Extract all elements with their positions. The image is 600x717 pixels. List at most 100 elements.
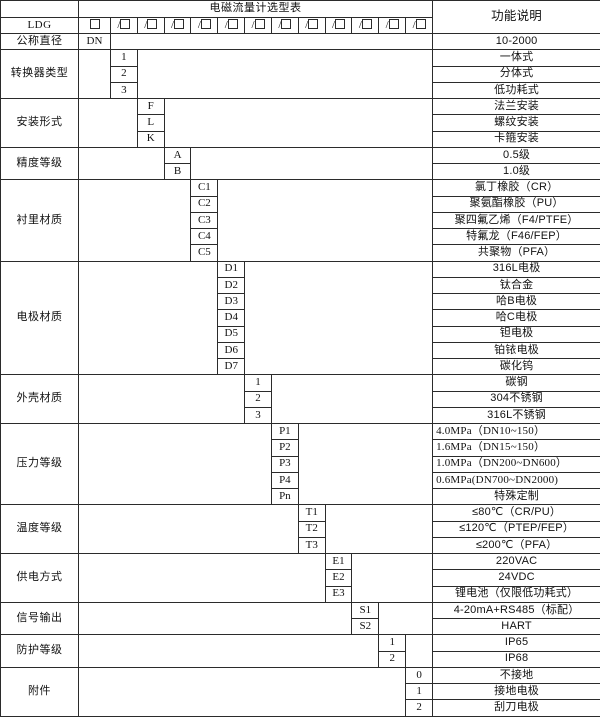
option-description: ≤120℃（PTEP/FEP）	[433, 521, 600, 537]
option-description: 316L不锈钢	[433, 407, 600, 423]
option-code[interactable]: C5	[191, 245, 218, 261]
option-code[interactable]: S1	[352, 602, 379, 618]
option-description: 1.0级	[433, 164, 600, 180]
empty-box-icon	[174, 19, 184, 29]
group-right-void-3	[191, 147, 433, 180]
option-code[interactable]: 2	[245, 391, 272, 407]
code-box-11[interactable]: /	[379, 18, 406, 34]
option-code[interactable]: D6	[218, 342, 245, 358]
empty-box-icon	[228, 19, 238, 29]
option-code[interactable]: 3	[245, 407, 272, 423]
option-code[interactable]: D5	[218, 326, 245, 342]
option-description: 铂铱电极	[433, 342, 600, 358]
option-description: ≤80℃（CR/PU）	[433, 505, 600, 521]
option-code[interactable]: L	[137, 115, 164, 131]
code-box-7[interactable]: /	[271, 18, 298, 34]
group-right-void-0	[111, 34, 433, 50]
empty-box-icon	[120, 19, 130, 29]
option-code[interactable]: 0	[406, 667, 433, 683]
group-name-8: 温度等级	[1, 505, 79, 554]
option-code[interactable]: P1	[271, 424, 298, 440]
option-code[interactable]: C1	[191, 180, 218, 196]
code-box-2[interactable]: /	[137, 18, 164, 34]
option-code[interactable]: D2	[218, 277, 245, 293]
option-code[interactable]: E3	[325, 586, 352, 602]
code-box-9[interactable]: /	[325, 18, 352, 34]
option-description: 0.6MPa(DN700~DN2000)	[433, 472, 600, 488]
code-box-6[interactable]: /	[245, 18, 272, 34]
option-code[interactable]: 2	[111, 66, 138, 82]
option-code[interactable]: K	[137, 131, 164, 147]
option-description: 聚四氟乙烯（F4/PTFE）	[433, 212, 600, 228]
code-box-5[interactable]: /	[218, 18, 245, 34]
function-column-header: 功能说明	[433, 1, 600, 34]
option-code[interactable]: D7	[218, 359, 245, 375]
group-name-5: 电极材质	[1, 261, 79, 375]
group-left-void-12	[79, 667, 406, 716]
option-code[interactable]: P3	[271, 456, 298, 472]
option-code[interactable]: D3	[218, 294, 245, 310]
option-code[interactable]: T2	[298, 521, 325, 537]
option-code[interactable]: E2	[325, 570, 352, 586]
empty-box-icon	[308, 19, 318, 29]
code-box-4[interactable]: /	[191, 18, 218, 34]
code-box-10[interactable]: /	[352, 18, 379, 34]
option-description: 特氟龙（F46/FEP）	[433, 229, 600, 245]
option-description: 1.0MPa（DN200~DN600）	[433, 456, 600, 472]
option-description: 卡箍安装	[433, 131, 600, 147]
option-code[interactable]: 1	[111, 50, 138, 66]
group-left-void-5	[79, 261, 218, 375]
option-code[interactable]: 1	[245, 375, 272, 391]
option-code[interactable]: T1	[298, 505, 325, 521]
option-code[interactable]: DN	[79, 34, 111, 50]
option-code[interactable]: C3	[191, 212, 218, 228]
option-description: 24VDC	[433, 570, 600, 586]
option-description: 碳化钨	[433, 359, 600, 375]
option-code[interactable]: 2	[379, 651, 406, 667]
option-code[interactable]: D1	[218, 261, 245, 277]
option-code[interactable]: B	[164, 164, 191, 180]
option-code[interactable]: T3	[298, 537, 325, 553]
option-code[interactable]: 1	[379, 635, 406, 651]
option-code[interactable]: P2	[271, 440, 298, 456]
option-description: 4-20mA+RS485（标配）	[433, 602, 600, 618]
option-description: 哈B电极	[433, 294, 600, 310]
option-code[interactable]: F	[137, 99, 164, 115]
code-box-1[interactable]: /	[111, 18, 138, 34]
option-description: 不接地	[433, 667, 600, 683]
group-name-11: 防护等级	[1, 635, 79, 668]
empty-box-icon	[201, 19, 211, 29]
code-box-0[interactable]	[79, 18, 111, 34]
option-code[interactable]: S2	[352, 619, 379, 635]
group-left-void-8	[79, 505, 299, 554]
option-code[interactable]: C2	[191, 196, 218, 212]
title-row: 电磁流量计选型表功能说明	[1, 1, 600, 18]
option-code[interactable]: P4	[271, 472, 298, 488]
option-code[interactable]: C4	[191, 229, 218, 245]
option-code[interactable]: E1	[325, 554, 352, 570]
code-box-12[interactable]: /	[406, 18, 433, 34]
group-name-0: 公称直径	[1, 34, 79, 50]
option-description: IP65	[433, 635, 600, 651]
group-name-2: 安装形式	[1, 99, 79, 148]
option-description: 低功耗式	[433, 82, 600, 98]
option-code[interactable]: 2	[406, 700, 433, 716]
table-title: 电磁流量计选型表	[79, 1, 433, 18]
option-code[interactable]: Pn	[271, 489, 298, 505]
code-box-8[interactable]: /	[298, 18, 325, 34]
option-code[interactable]: A	[164, 147, 191, 163]
option-code[interactable]: 3	[111, 82, 138, 98]
option-code[interactable]: 1	[406, 684, 433, 700]
group-left-void-11	[79, 635, 379, 668]
code-box-3[interactable]: /	[164, 18, 191, 34]
group-left-void-4	[79, 180, 191, 261]
option-code[interactable]: D4	[218, 310, 245, 326]
option-description: 一体式	[433, 50, 600, 66]
option-description: 锂电池（仅限低功耗式）	[433, 586, 600, 602]
